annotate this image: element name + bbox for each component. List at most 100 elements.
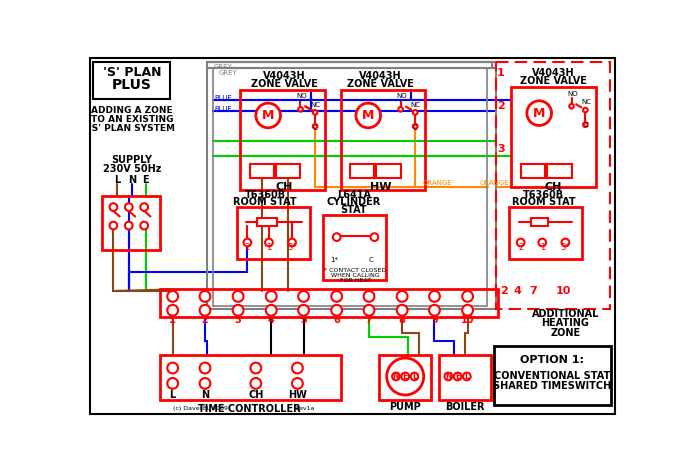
Text: 1: 1 <box>540 242 545 252</box>
Circle shape <box>462 291 473 302</box>
Text: 1: 1 <box>266 242 272 252</box>
Text: GREY: GREY <box>219 70 237 76</box>
Text: N: N <box>128 175 136 185</box>
Circle shape <box>167 291 178 302</box>
Text: 9: 9 <box>431 314 438 324</box>
Text: CH: CH <box>275 182 293 192</box>
Circle shape <box>397 305 408 315</box>
Text: HW: HW <box>288 390 307 400</box>
Circle shape <box>256 103 280 128</box>
Text: NC: NC <box>411 102 420 108</box>
Circle shape <box>313 124 317 129</box>
Text: FOR HEAT: FOR HEAT <box>339 278 371 284</box>
Text: C: C <box>584 123 589 128</box>
Bar <box>521 164 545 178</box>
Circle shape <box>583 108 588 112</box>
Circle shape <box>444 373 452 380</box>
Circle shape <box>364 291 375 302</box>
Text: (c) DavesEL 2009: (c) DavesEL 2009 <box>172 406 228 411</box>
Circle shape <box>292 378 303 389</box>
Bar <box>547 164 571 178</box>
Text: ZONE VALVE: ZONE VALVE <box>347 79 414 89</box>
Bar <box>439 355 491 400</box>
Circle shape <box>233 291 244 302</box>
Text: C: C <box>313 125 317 131</box>
Circle shape <box>392 373 400 380</box>
Bar <box>159 355 341 400</box>
Circle shape <box>364 305 375 315</box>
Circle shape <box>250 378 262 389</box>
Circle shape <box>402 373 409 380</box>
Text: 230V 50Hz: 230V 50Hz <box>103 164 161 175</box>
Text: L: L <box>114 175 120 185</box>
Bar <box>207 62 492 68</box>
Text: M: M <box>533 107 545 120</box>
Text: L: L <box>170 390 176 400</box>
Text: BOILER: BOILER <box>446 402 485 411</box>
Text: TO AN EXISTING: TO AN EXISTING <box>90 115 173 124</box>
Text: GREY: GREY <box>213 64 233 70</box>
Circle shape <box>167 363 178 373</box>
Circle shape <box>266 305 277 315</box>
Text: CH: CH <box>248 390 264 400</box>
Text: ZONE VALVE: ZONE VALVE <box>251 79 318 89</box>
Circle shape <box>110 222 117 229</box>
Text: ADDING A ZONE: ADDING A ZONE <box>91 106 172 115</box>
Bar <box>341 90 425 190</box>
Text: 6: 6 <box>333 314 340 324</box>
Text: Rev1a: Rev1a <box>296 406 315 411</box>
Text: ZONE VALVE: ZONE VALVE <box>520 76 586 86</box>
Circle shape <box>125 222 132 229</box>
Circle shape <box>356 103 381 128</box>
Text: SHARED TIMESWITCH: SHARED TIMESWITCH <box>493 381 611 391</box>
Text: 1: 1 <box>497 68 504 78</box>
Bar <box>379 355 431 400</box>
Text: L641A: L641A <box>337 190 371 200</box>
Text: NO: NO <box>297 93 307 99</box>
Bar <box>250 164 275 178</box>
Text: V4043H: V4043H <box>263 71 306 81</box>
Bar <box>350 164 375 178</box>
Text: 5: 5 <box>300 314 307 324</box>
Text: ORANGE: ORANGE <box>479 180 509 186</box>
Text: NC: NC <box>310 102 320 108</box>
Text: E: E <box>455 372 460 381</box>
Circle shape <box>298 305 309 315</box>
Circle shape <box>313 110 317 115</box>
Circle shape <box>538 239 546 246</box>
Circle shape <box>371 233 378 241</box>
Circle shape <box>462 305 473 315</box>
Text: ROOM STAT: ROOM STAT <box>512 197 575 207</box>
Text: WHEN CALLING: WHEN CALLING <box>331 273 380 278</box>
Circle shape <box>140 203 148 211</box>
Text: NC: NC <box>581 99 591 105</box>
Text: N: N <box>445 372 451 381</box>
Text: 10: 10 <box>461 314 474 324</box>
Circle shape <box>429 305 440 315</box>
Circle shape <box>517 239 524 246</box>
Text: 2: 2 <box>500 286 508 296</box>
Text: 7: 7 <box>529 286 537 296</box>
Circle shape <box>527 101 551 125</box>
Text: L: L <box>412 372 417 381</box>
Bar <box>213 68 487 306</box>
Bar <box>511 87 596 187</box>
Text: V4043H: V4043H <box>359 71 402 81</box>
Text: HW: HW <box>370 182 391 192</box>
Bar <box>376 164 401 178</box>
Text: T6360B: T6360B <box>523 190 564 200</box>
Text: 2: 2 <box>518 242 523 252</box>
Text: 2: 2 <box>201 314 208 324</box>
Circle shape <box>333 233 341 241</box>
Text: E: E <box>402 372 408 381</box>
Circle shape <box>167 378 178 389</box>
Circle shape <box>125 203 132 211</box>
Text: 3: 3 <box>497 144 504 154</box>
Text: ADDITIONAL: ADDITIONAL <box>532 309 599 319</box>
Circle shape <box>250 363 262 373</box>
Text: * CONTACT CLOSED: * CONTACT CLOSED <box>324 268 386 273</box>
Text: CYLINDER: CYLINDER <box>326 197 381 207</box>
Bar <box>207 62 496 309</box>
Circle shape <box>298 291 309 302</box>
Bar <box>159 290 498 317</box>
